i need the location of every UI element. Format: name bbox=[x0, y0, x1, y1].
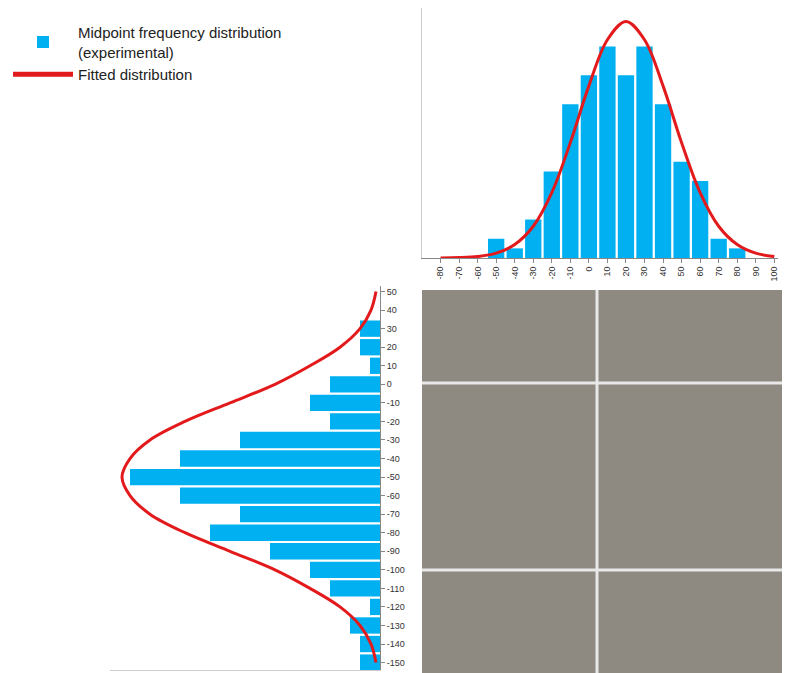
svg-text:Fitted distribution: Fitted distribution bbox=[78, 66, 192, 83]
svg-text:-130: -130 bbox=[387, 621, 405, 631]
svg-text:-60: -60 bbox=[473, 267, 483, 280]
svg-text:80: 80 bbox=[732, 267, 742, 277]
svg-text:-150: -150 bbox=[387, 658, 405, 668]
svg-text:10: 10 bbox=[602, 267, 612, 277]
svg-text:10: 10 bbox=[387, 361, 397, 371]
svg-text:-40: -40 bbox=[510, 267, 520, 280]
svg-text:70: 70 bbox=[714, 267, 724, 277]
svg-text:-140: -140 bbox=[387, 639, 405, 649]
svg-text:20: 20 bbox=[621, 267, 631, 277]
svg-text:-50: -50 bbox=[491, 267, 501, 280]
svg-text:-20: -20 bbox=[547, 267, 557, 280]
svg-text:60: 60 bbox=[695, 267, 705, 277]
svg-text:-70: -70 bbox=[387, 509, 400, 519]
svg-text:-10: -10 bbox=[565, 267, 575, 280]
svg-text:50: 50 bbox=[677, 267, 687, 277]
svg-text:-60: -60 bbox=[387, 491, 400, 501]
svg-text:-120: -120 bbox=[387, 602, 405, 612]
svg-text:-110: -110 bbox=[387, 584, 404, 594]
svg-text:40: 40 bbox=[658, 267, 668, 277]
svg-text:100: 100 bbox=[769, 267, 779, 282]
svg-text:-100: -100 bbox=[387, 565, 405, 575]
svg-text:Midpoint frequency distributio: Midpoint frequency distribution(experime… bbox=[78, 24, 281, 61]
svg-text:-90: -90 bbox=[387, 546, 400, 556]
svg-text:-10: -10 bbox=[387, 398, 400, 408]
svg-text:-80: -80 bbox=[387, 528, 400, 538]
svg-text:-40: -40 bbox=[387, 454, 400, 464]
svg-text:40: 40 bbox=[387, 305, 397, 315]
svg-text:30: 30 bbox=[639, 267, 649, 277]
svg-text:-80: -80 bbox=[435, 267, 445, 280]
svg-text:-70: -70 bbox=[454, 267, 464, 280]
svg-text:0: 0 bbox=[387, 379, 392, 389]
svg-text:-50: -50 bbox=[387, 472, 400, 482]
svg-text:90: 90 bbox=[751, 267, 761, 277]
svg-text:-30: -30 bbox=[387, 435, 400, 445]
svg-text:-20: -20 bbox=[387, 417, 400, 427]
svg-text:50: 50 bbox=[387, 287, 397, 297]
svg-text:20: 20 bbox=[387, 342, 397, 352]
svg-text:30: 30 bbox=[387, 324, 397, 334]
svg-text:0: 0 bbox=[584, 267, 594, 272]
svg-text:-30: -30 bbox=[528, 267, 538, 280]
